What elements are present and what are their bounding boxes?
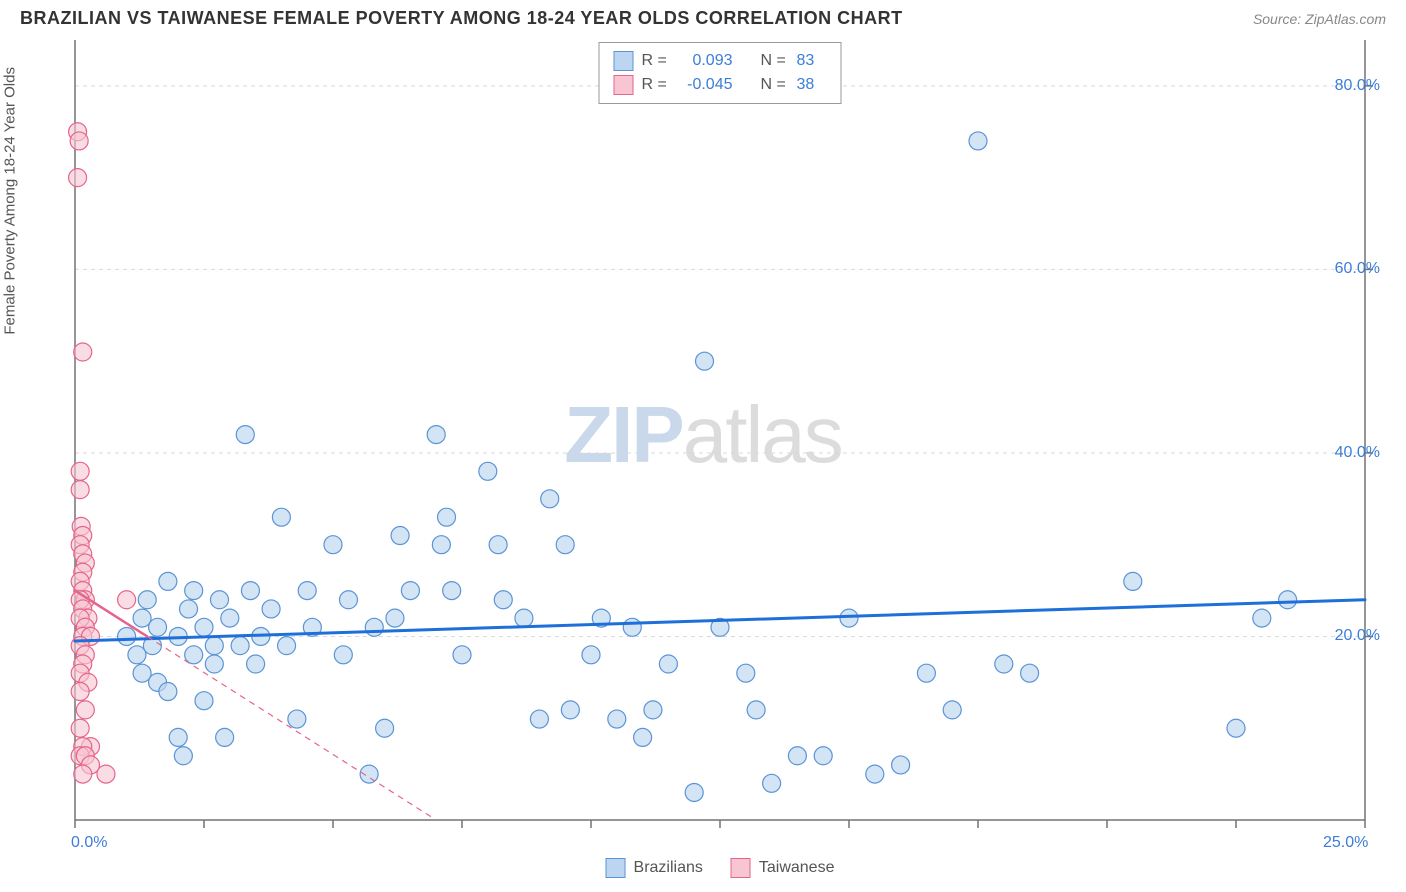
x-tick-min: 0.0% bbox=[71, 834, 107, 852]
correlation-legend: R = 0.093 N = 83 R = -0.045 N = 38 bbox=[599, 42, 842, 104]
y-axis-label: Female Poverty Among 18-24 Year Olds bbox=[2, 67, 19, 335]
r-label: R = bbox=[642, 73, 670, 97]
r-value: 0.093 bbox=[678, 49, 733, 73]
n-value: 38 bbox=[797, 73, 827, 97]
legend-swatch bbox=[731, 858, 751, 878]
y-tick-label: 20.0% bbox=[1335, 627, 1380, 645]
legend-swatch bbox=[606, 858, 626, 878]
chart-title: BRAZILIAN VS TAIWANESE FEMALE POVERTY AM… bbox=[20, 8, 903, 29]
r-label: R = bbox=[642, 49, 670, 73]
n-label: N = bbox=[761, 49, 789, 73]
n-label: N = bbox=[761, 73, 789, 97]
chart-source: Source: ZipAtlas.com bbox=[1253, 11, 1386, 27]
legend-swatch bbox=[614, 75, 634, 95]
chart-container: Female Poverty Among 18-24 Year Olds ZIP… bbox=[20, 40, 1386, 880]
scatter-chart bbox=[20, 40, 1386, 860]
y-tick-label: 60.0% bbox=[1335, 260, 1380, 278]
legend-item: Taiwanese bbox=[731, 858, 835, 878]
legend-row: R = 0.093 N = 83 bbox=[614, 49, 827, 73]
r-value: -0.045 bbox=[678, 73, 733, 97]
source-name: ZipAtlas.com bbox=[1305, 11, 1386, 27]
legend-label: Brazilians bbox=[634, 859, 703, 877]
legend-swatch bbox=[614, 51, 634, 71]
y-tick-label: 80.0% bbox=[1335, 77, 1380, 95]
x-tick-max: 25.0% bbox=[1323, 834, 1368, 852]
y-tick-label: 40.0% bbox=[1335, 444, 1380, 462]
chart-header: BRAZILIAN VS TAIWANESE FEMALE POVERTY AM… bbox=[0, 0, 1406, 33]
legend-row: R = -0.045 N = 38 bbox=[614, 73, 827, 97]
legend-label: Taiwanese bbox=[759, 859, 835, 877]
series-legend: Brazilians Taiwanese bbox=[606, 858, 835, 878]
n-value: 83 bbox=[797, 49, 827, 73]
source-prefix: Source: bbox=[1253, 11, 1305, 27]
legend-item: Brazilians bbox=[606, 858, 703, 878]
